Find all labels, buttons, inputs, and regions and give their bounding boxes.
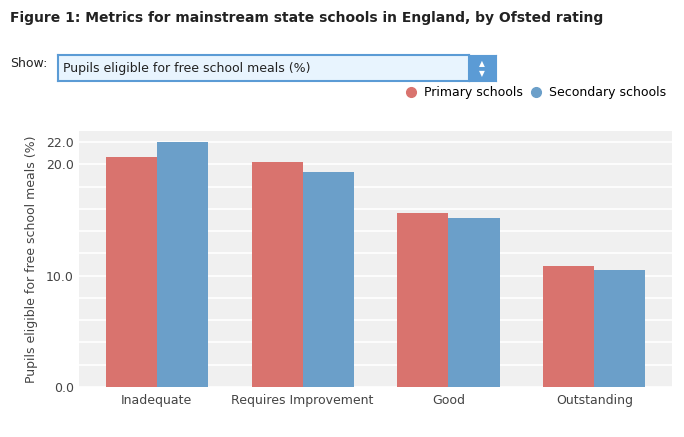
Bar bbox=[397, 213, 449, 387]
Text: ▼: ▼ bbox=[479, 69, 485, 78]
Text: Figure 1: Metrics for mainstream state schools in England, by Ofsted rating: Figure 1: Metrics for mainstream state s… bbox=[10, 11, 603, 25]
Text: Pupils eligible for free school meals (%): Pupils eligible for free school meals (%… bbox=[63, 62, 311, 75]
Bar bbox=[252, 162, 302, 387]
Bar bbox=[594, 270, 646, 387]
Y-axis label: Pupils eligible for free school meals (%): Pupils eligible for free school meals (%… bbox=[25, 135, 38, 383]
Bar bbox=[302, 172, 354, 387]
Legend: Primary schools, Secondary schools: Primary schools, Secondary schools bbox=[408, 86, 666, 99]
Text: ▲: ▲ bbox=[479, 59, 485, 68]
Bar bbox=[157, 142, 208, 387]
Bar bbox=[449, 218, 499, 387]
Text: Show:: Show: bbox=[10, 57, 48, 70]
Bar bbox=[543, 266, 594, 387]
Bar bbox=[105, 157, 157, 387]
